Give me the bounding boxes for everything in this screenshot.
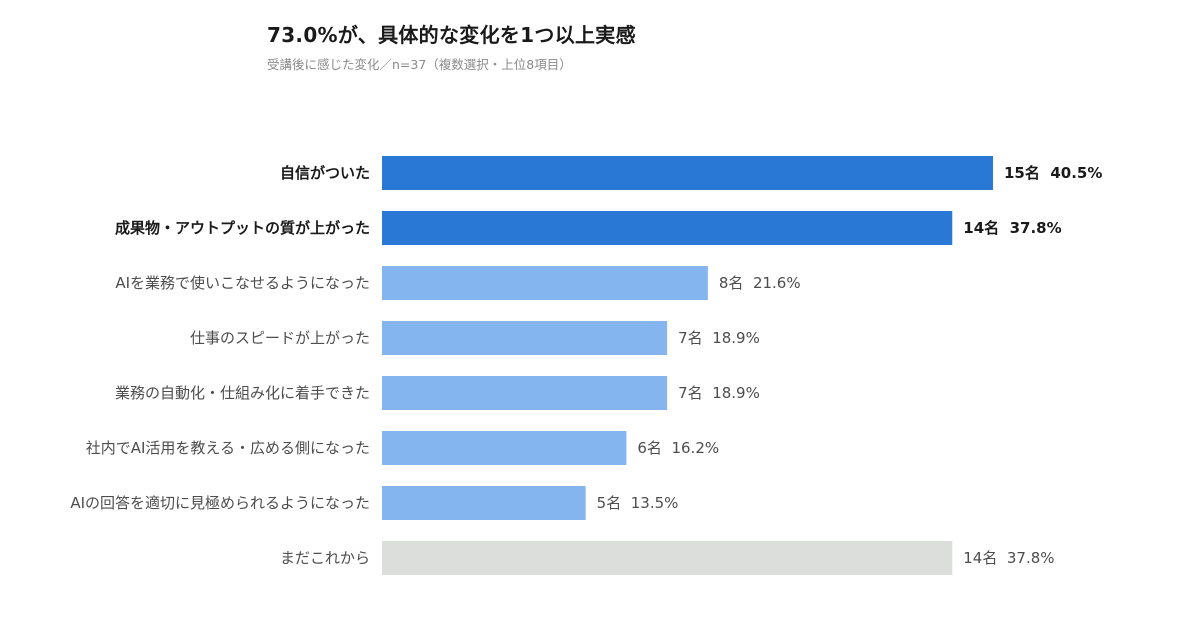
value-label: 14名 37.8% [963, 219, 1061, 237]
chart-title: 73.0%が、具体的な変化を1つ以上実感 [267, 23, 636, 47]
bar [382, 266, 708, 300]
bar [382, 321, 668, 355]
bar [382, 486, 586, 520]
bar [382, 541, 953, 575]
value-label: 5名 13.5% [597, 494, 679, 512]
value-label: 15名 40.5% [1004, 164, 1102, 182]
value-label: 6名 16.2% [637, 439, 719, 457]
value-label: 8名 21.6% [719, 274, 801, 292]
category-label: 業務の自動化・仕組み化に着手できた [115, 384, 370, 402]
value-label: 14名 37.8% [963, 549, 1054, 567]
category-label: まだこれから [280, 549, 370, 567]
bar [382, 376, 668, 410]
bar [382, 211, 953, 245]
category-label: 社内でAI活用を教える・広める側になった [86, 439, 370, 457]
chart-subtitle: 受講後に感じた変化／n=37（複数選択・上位8項目） [267, 57, 572, 72]
category-label: AIを業務で使いこなせるようになった [115, 274, 370, 292]
category-label: 成果物・アウトプットの質が上がった [115, 219, 370, 237]
value-label: 7名 18.9% [678, 329, 760, 347]
category-label: 仕事のスピードが上がった [190, 329, 370, 347]
value-label: 7名 18.9% [678, 384, 760, 402]
category-label: AIの回答を適切に見極められるようになった [70, 494, 370, 512]
category-label: 自信がついた [280, 164, 370, 182]
bar [382, 431, 627, 465]
bar [382, 156, 993, 190]
